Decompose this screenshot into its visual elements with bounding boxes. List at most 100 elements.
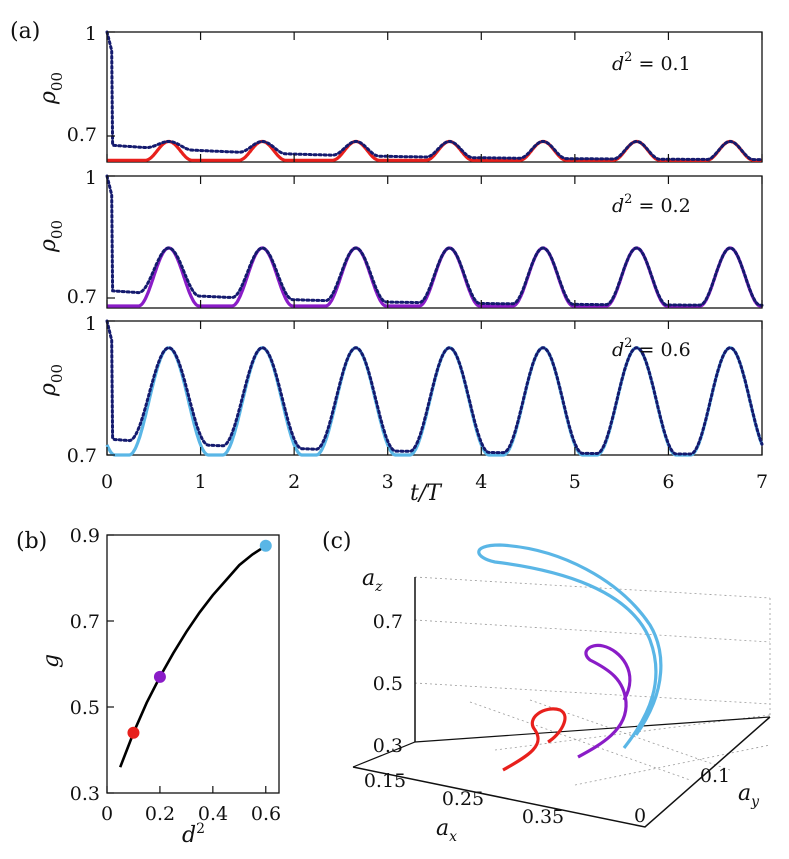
c-ytick-0.1: 0.1 bbox=[700, 765, 730, 787]
a1-ann-sup: 2 bbox=[624, 50, 632, 65]
c-zlabel-main: a bbox=[362, 566, 375, 591]
a1-ylabel-sub: 00 bbox=[48, 72, 66, 91]
a3-frame bbox=[106, 320, 763, 456]
a2-ticks bbox=[106, 175, 763, 308]
b-point-1 bbox=[153, 670, 166, 683]
a3-ticks bbox=[106, 320, 763, 456]
b-ticks bbox=[106, 534, 267, 794]
a2-annotation: d2 = 0.2 bbox=[612, 192, 691, 217]
b-frame bbox=[106, 534, 280, 794]
b-point-2 bbox=[259, 539, 272, 552]
a3-xtick-label: 7 bbox=[756, 471, 768, 493]
a3-ytick-top: 1 bbox=[85, 313, 97, 335]
a1-ann-main: d bbox=[612, 53, 624, 75]
panel-a2: 1 0.7 ρ00 d2 = 0.2 bbox=[36, 167, 764, 309]
a3-ann-main: d bbox=[612, 339, 624, 361]
a2-ann-rest: = 0.2 bbox=[632, 195, 690, 217]
a2-frame bbox=[106, 175, 763, 309]
a2-series-group bbox=[105, 174, 764, 308]
a1-ticks bbox=[106, 31, 763, 162]
b-xtick-0.4: 0.4 bbox=[198, 803, 228, 825]
c-xlabel-main: a bbox=[436, 816, 449, 841]
b-ytick-0.9: 0.9 bbox=[70, 525, 100, 547]
c-ylabel: ay bbox=[738, 781, 760, 810]
a3-xtick-label: 6 bbox=[662, 471, 674, 493]
b-xlabel-sup: 2 bbox=[196, 821, 205, 837]
a3-xtick-label: 4 bbox=[475, 471, 487, 493]
panel-c: 0.7 0.5 0.3 0.15 0.25 0.35 0 0.1 az ax a… bbox=[352, 543, 771, 845]
a3-xtick-label: 3 bbox=[382, 471, 394, 493]
a2-ytick-bottom: 0.7 bbox=[67, 286, 97, 308]
c-ztick-0.3: 0.3 bbox=[373, 735, 403, 757]
a3-series-solid bbox=[105, 346, 764, 457]
c-xtick-0.35: 0.35 bbox=[522, 806, 564, 828]
a1-series-group bbox=[105, 30, 764, 162]
c-curve-purple bbox=[577, 643, 632, 759]
panel-label-b: (b) bbox=[16, 529, 47, 554]
c-zlabel: az bbox=[362, 566, 383, 595]
c-ytick-0: 0 bbox=[634, 805, 646, 827]
c-ylabel-main: a bbox=[738, 781, 751, 806]
panel-label-a: (a) bbox=[10, 19, 40, 44]
c-curve-red bbox=[502, 707, 567, 772]
b-ylabel: g bbox=[39, 654, 64, 668]
b-xlabel-main: d bbox=[182, 823, 196, 848]
c-xtick-0.25: 0.25 bbox=[442, 788, 484, 810]
a2-ylabel-sub: 00 bbox=[48, 220, 66, 239]
panel-b: 0.9 0.7 0.5 0.3 0 0.2 0.4 0.6 g d2 bbox=[39, 525, 281, 848]
c-curve-cyan bbox=[477, 543, 663, 749]
c-xtick-0.15: 0.15 bbox=[364, 770, 406, 792]
a3-ytick-bottom: 0.7 bbox=[67, 445, 97, 467]
c-xlabel-sub: x bbox=[449, 829, 457, 845]
a1-series-dotted bbox=[105, 30, 764, 162]
b-ytick-0.3: 0.3 bbox=[70, 783, 100, 805]
b-xtick-0.2: 0.2 bbox=[145, 803, 175, 825]
c-ztick-0.5: 0.5 bbox=[373, 673, 403, 695]
a3-ylabel-sub: 00 bbox=[48, 364, 66, 383]
a2-ytick-top: 1 bbox=[85, 167, 97, 189]
a1-frame bbox=[106, 31, 763, 163]
b-ytick-0.5: 0.5 bbox=[70, 697, 100, 719]
c-xlabel: ax bbox=[436, 816, 457, 845]
a1-annotation: d2 = 0.1 bbox=[612, 50, 691, 75]
a2-series-dotted bbox=[105, 174, 764, 307]
a3-ylabel-main: ρ bbox=[36, 383, 61, 397]
a3-xtick-label: 2 bbox=[288, 471, 300, 493]
a3-ylabel: ρ00 bbox=[36, 364, 66, 397]
b-curve bbox=[118, 544, 267, 768]
c-back-edges bbox=[352, 716, 771, 768]
a3-xtick-label: 1 bbox=[195, 471, 207, 493]
a3-annotation: d2 = 0.6 bbox=[612, 336, 691, 361]
b-plot bbox=[118, 539, 272, 768]
a2-ylabel: ρ00 bbox=[36, 220, 66, 253]
a1-ylabel: ρ00 bbox=[36, 72, 66, 105]
a3-ann-rest: = 0.6 bbox=[632, 339, 690, 361]
a3-xtick-label: 0 bbox=[101, 471, 113, 493]
a1-ytick-top: 1 bbox=[85, 23, 97, 45]
b-ytick-0.7: 0.7 bbox=[70, 611, 100, 633]
a1-ylabel-main: ρ bbox=[36, 91, 61, 105]
a3-xtick-label: 5 bbox=[569, 471, 581, 493]
a3-ann-sup: 2 bbox=[624, 336, 632, 351]
a1-ann-rest: = 0.1 bbox=[632, 53, 690, 75]
a3-xtick-labels: 0 1 2 3 4 5 6 7 bbox=[101, 471, 768, 493]
a2-ann-sup: 2 bbox=[624, 192, 632, 207]
b-xtick-0.6: 0.6 bbox=[251, 803, 281, 825]
panel-a1: 1 0.7 ρ00 d2 = 0.1 bbox=[36, 23, 764, 163]
b-point-0 bbox=[127, 726, 140, 739]
a1-ytick-bottom: 0.7 bbox=[67, 124, 97, 146]
c-ztick-0.7: 0.7 bbox=[373, 611, 403, 633]
b-xtick-0: 0 bbox=[101, 803, 113, 825]
c-back-grid bbox=[414, 576, 771, 740]
a2-ann-main: d bbox=[612, 195, 624, 217]
a3-series-group bbox=[105, 319, 764, 457]
a2-ylabel-main: ρ bbox=[36, 239, 61, 253]
c-base-axes bbox=[352, 716, 771, 828]
a3-xlabel: t/T bbox=[410, 481, 443, 506]
a3-series-dotted bbox=[105, 319, 764, 456]
c-zlabel-sub: z bbox=[374, 579, 383, 595]
c-ylabel-sub: y bbox=[750, 794, 760, 810]
panel-label-c: (c) bbox=[322, 529, 352, 554]
